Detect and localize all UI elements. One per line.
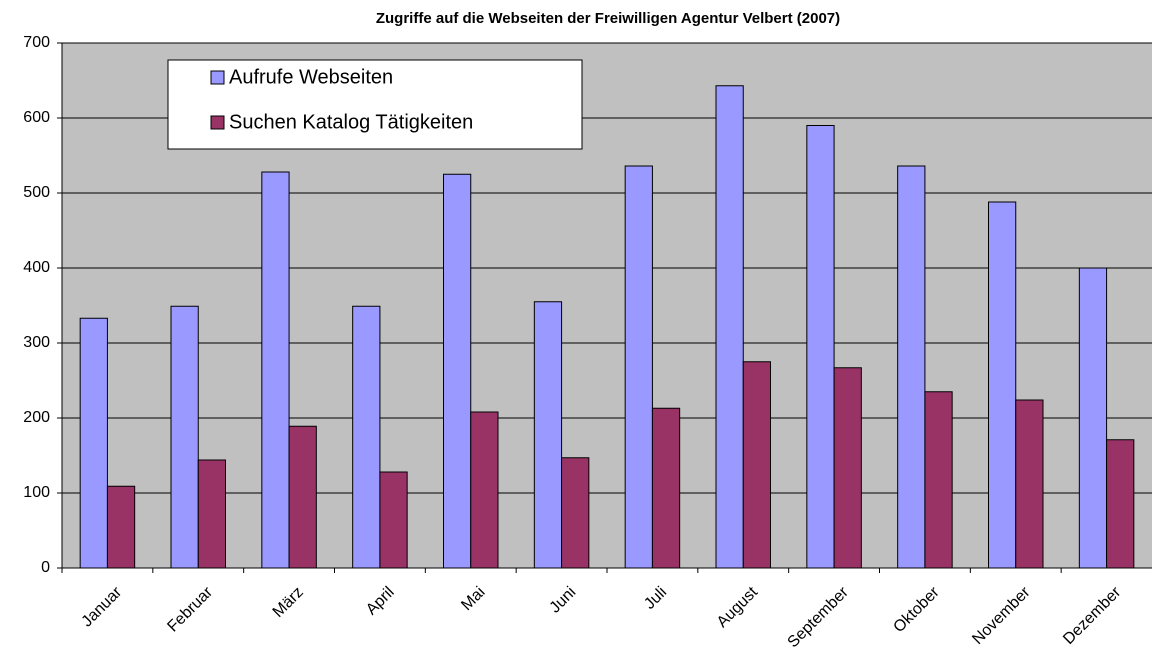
- x-tick-label: Mai: [458, 584, 488, 614]
- bar: [470, 411, 499, 569]
- bar: [106, 485, 136, 569]
- bar: [806, 125, 835, 569]
- x-tick-label: Dezember: [1060, 583, 1125, 648]
- bar: [197, 459, 226, 569]
- y-tick-label: 100: [23, 484, 50, 501]
- y-tick-label: 200: [23, 409, 50, 426]
- x-tick-label: März: [270, 584, 307, 621]
- x-tick-label: August: [714, 583, 762, 631]
- bar: [170, 305, 199, 569]
- legend-label: Aufrufe Webseiten: [229, 66, 393, 88]
- bar: [833, 367, 862, 569]
- x-tick-label: Februar: [164, 583, 216, 635]
- x-tick-label: April: [363, 584, 398, 619]
- bar: [988, 201, 1017, 569]
- bar: [443, 173, 472, 569]
- bar: [79, 317, 108, 569]
- x-tick-label: Juni: [547, 584, 580, 617]
- bar: [379, 471, 408, 569]
- y-tick-label: 0: [41, 559, 50, 576]
- x-tick-label: Januar: [79, 583, 126, 630]
- bar: [1015, 399, 1044, 569]
- legend-swatch: [210, 115, 225, 130]
- y-tick-label: 700: [23, 34, 50, 51]
- y-tick-label: 300: [23, 334, 50, 351]
- bar: [742, 361, 771, 569]
- bar: [1106, 439, 1135, 569]
- bar: [924, 391, 953, 569]
- bar: [288, 425, 317, 569]
- x-tick-label: September: [785, 583, 853, 651]
- x-tick-label: Juli: [641, 584, 670, 613]
- bar: [561, 457, 590, 569]
- y-tick-label: 500: [23, 184, 50, 201]
- y-tick-label: 600: [23, 109, 50, 126]
- bar: [624, 165, 653, 569]
- legend-swatch: [210, 70, 225, 85]
- legend-label: Suchen Katalog Tätigkeiten: [229, 111, 473, 133]
- x-tick-label: November: [969, 583, 1034, 648]
- legend-box: [167, 59, 583, 150]
- x-tick-label: Oktober: [890, 583, 943, 636]
- bar: [897, 165, 926, 569]
- y-tick-label: 400: [23, 259, 50, 276]
- bar: [533, 301, 563, 569]
- bar: [715, 85, 744, 569]
- bar: [261, 171, 290, 569]
- bar: [352, 305, 381, 569]
- chart-title: Zugriffe auf die Webseiten der Freiwilli…: [376, 10, 840, 27]
- bar: [651, 407, 681, 569]
- bar: [1078, 267, 1108, 569]
